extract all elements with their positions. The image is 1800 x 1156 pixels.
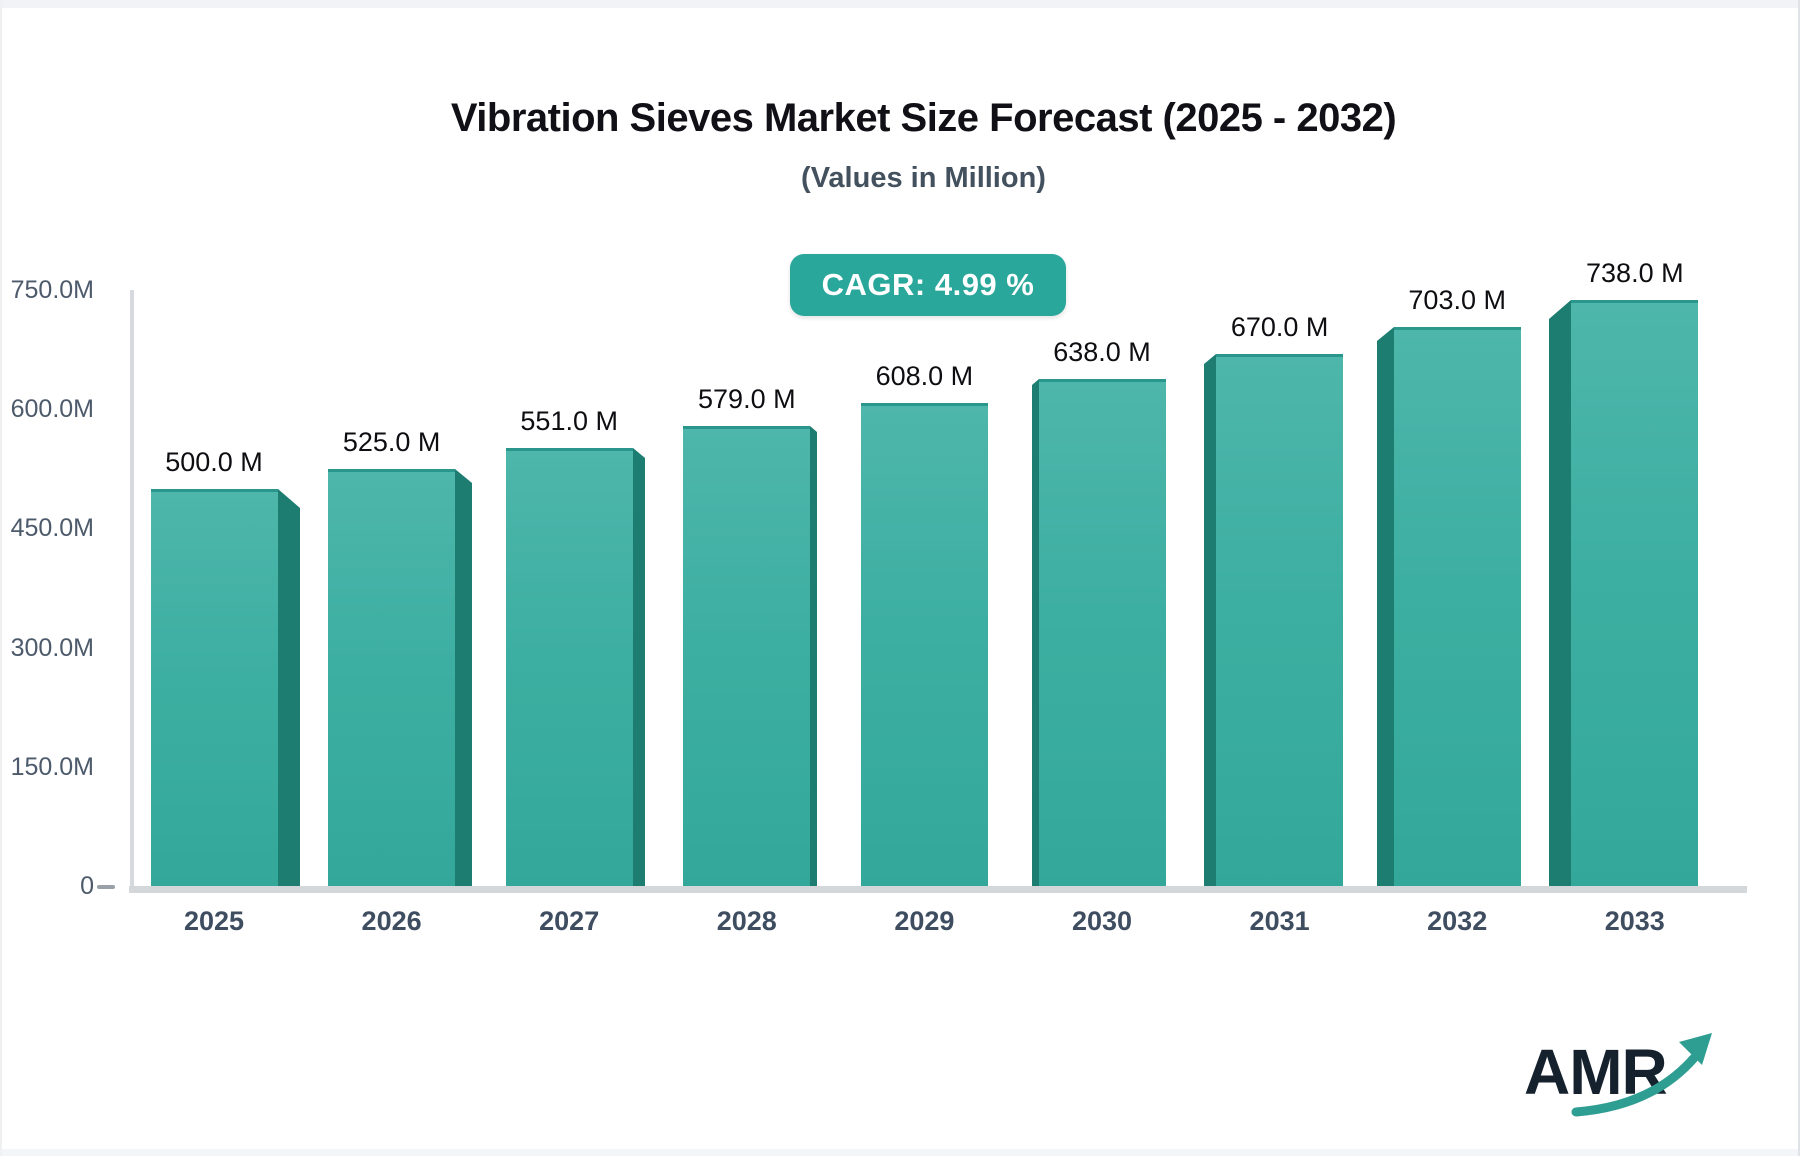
bar-2030[interactable]	[1039, 379, 1166, 886]
x-tick-2031: 2031	[1249, 906, 1310, 936]
bar-value-label: 579.0 M	[698, 384, 796, 414]
chart-title: Vibration Sieves Market Size Forecast (2…	[450, 96, 1397, 140]
bar-2025[interactable]	[151, 489, 278, 886]
x-tick-2026: 2026	[361, 906, 422, 936]
bar-2025-side-face	[278, 489, 300, 886]
bar-2032-side-face	[1377, 327, 1394, 886]
bar-2033-side-face	[1549, 300, 1571, 886]
amr-logo: AMR	[1524, 1028, 1724, 1120]
cagr-badge-label: CAGR: 4.99 %	[821, 267, 1035, 302]
cagr-badge: CAGR: 4.99 %	[790, 254, 1066, 316]
page-edge-bottom	[2, 1149, 1798, 1156]
bar-value-label: 638.0 M	[1053, 337, 1151, 367]
bar-2032[interactable]	[1394, 327, 1521, 886]
x-tick-2029: 2029	[894, 906, 955, 936]
bar-2031-side-face	[1204, 354, 1216, 886]
bar-value-label: 525.0 M	[342, 427, 441, 457]
bar-2026-side-face	[455, 469, 472, 886]
y-axis-line	[130, 290, 134, 893]
y-tick-750.0M: 750.0M	[10, 276, 94, 304]
bar-2030-side-face	[1032, 379, 1039, 886]
bar-2028-side-face	[810, 426, 817, 886]
x-tick-2025: 2025	[183, 906, 245, 936]
bar-2027[interactable]	[506, 448, 633, 886]
y-tick-450.0M: 450.0M	[10, 514, 94, 542]
x-tick-2032: 2032	[1427, 906, 1488, 936]
y-tick-600.0M: 600.0M	[10, 395, 94, 423]
zero-tick-mark	[97, 885, 115, 889]
x-tick-2027: 2027	[539, 906, 600, 936]
plot-area: 500.0 M 525.0 M 551.0 M 579.0 M 608.0 M 638.0…	[132, 258, 1745, 886]
bar-2027-side-face	[633, 448, 645, 886]
page-edge-top	[2, 0, 1798, 8]
bar-2028[interactable]	[683, 426, 810, 886]
bar-value-label: 738.0 M	[1586, 258, 1684, 288]
growth-arrow-icon	[1571, 1033, 1712, 1117]
bar-value-label: 608.0 M	[875, 361, 974, 391]
y-tick-150.0M: 150.0M	[10, 753, 94, 781]
x-axis-baseline	[129, 886, 1747, 893]
x-tick-2033: 2033	[1604, 906, 1665, 936]
x-tick-2028: 2028	[716, 906, 777, 936]
x-tick-2030: 2030	[1071, 906, 1133, 936]
bar-2033[interactable]	[1571, 300, 1698, 886]
y-tick-0: 0	[80, 872, 94, 900]
bar-value-label: 500.0 M	[165, 447, 263, 477]
bar-2026[interactable]	[328, 469, 455, 886]
bar-2031[interactable]	[1216, 354, 1343, 886]
bar-value-label: 703.0 M	[1408, 285, 1506, 315]
bar-value-label: 670.0 M	[1230, 312, 1329, 342]
bar-2029[interactable]	[861, 403, 988, 886]
y-tick-300.0M: 300.0M	[10, 634, 94, 662]
chart-subtitle: (Values in Million)	[801, 162, 1046, 194]
bar-value-label: 551.0 M	[520, 406, 618, 436]
